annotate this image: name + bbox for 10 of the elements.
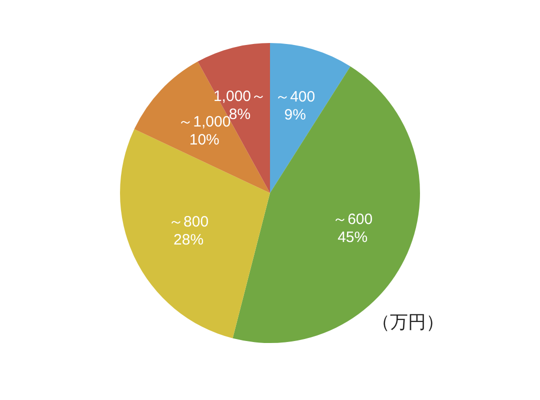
data-label: 28%: [174, 231, 204, 248]
slice-label: 1,000～: [213, 88, 266, 105]
text: （万円）: [372, 311, 444, 334]
data-label: 45%: [338, 228, 368, 246]
slice-label: ～600: [332, 210, 373, 228]
data-label: 10%: [189, 132, 220, 149]
slice-label: ～400: [275, 88, 316, 106]
data-label: 9%: [284, 106, 306, 124]
slice-label: ～800: [168, 213, 209, 230]
slice-label: ～1,000: [178, 114, 231, 131]
